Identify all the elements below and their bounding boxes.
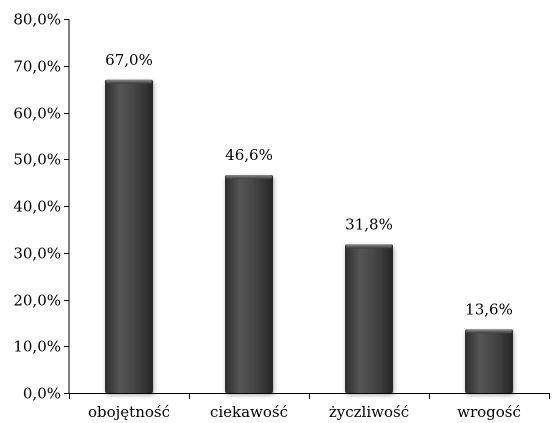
y-tick-label: 60,0% bbox=[13, 105, 61, 123]
y-axis: 0,0% 10,0% 20,0% 30,0% 40,0% 50,0% 60,0% 70,0% 8… bbox=[13, 11, 70, 403]
bar-cap bbox=[226, 175, 272, 180]
bar bbox=[345, 244, 393, 393]
data-label: 31,8% bbox=[345, 215, 393, 233]
bar-body bbox=[465, 329, 513, 393]
y-tick-label: 20,0% bbox=[13, 292, 61, 310]
bar-body bbox=[225, 175, 273, 393]
y-tick-label: 80,0% bbox=[13, 11, 61, 29]
category-label: ciekawość bbox=[210, 403, 288, 421]
data-label: 46,6% bbox=[225, 146, 273, 164]
category-label: życzliwość bbox=[329, 403, 409, 421]
category-label: wrogość bbox=[457, 403, 521, 421]
bar-body bbox=[345, 244, 393, 393]
data-label: 67,0% bbox=[105, 51, 153, 69]
bar-cap bbox=[466, 329, 512, 334]
bar bbox=[105, 79, 153, 394]
x-axis: obojętność ciekawość życzliwość wrogość bbox=[69, 393, 550, 421]
bar-cap bbox=[106, 79, 152, 84]
y-tick-label: 10,0% bbox=[13, 338, 61, 356]
bar-cap bbox=[346, 244, 392, 249]
bar bbox=[465, 329, 513, 393]
data-label: 13,6% bbox=[465, 300, 513, 318]
bar-body bbox=[105, 79, 153, 394]
y-tick-label: 30,0% bbox=[13, 245, 61, 263]
bars: 67,0% 46,6% 31,8% 13,6% bbox=[105, 51, 513, 394]
y-tick-label: 70,0% bbox=[13, 58, 61, 76]
y-tick-label: 50,0% bbox=[13, 151, 61, 169]
bar bbox=[225, 175, 273, 393]
category-label: obojętność bbox=[88, 403, 170, 421]
y-tick-label: 0,0% bbox=[23, 385, 61, 403]
y-tick-label: 40,0% bbox=[13, 198, 61, 216]
